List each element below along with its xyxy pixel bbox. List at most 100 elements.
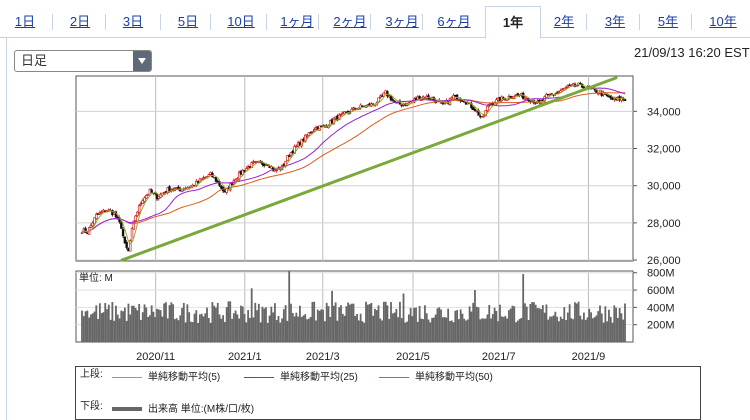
volume-bar bbox=[277, 315, 280, 342]
volume-bar bbox=[184, 322, 187, 342]
volume-bar bbox=[311, 302, 314, 342]
volume-bar bbox=[204, 313, 207, 342]
volume-bar bbox=[243, 314, 246, 342]
volume-bar bbox=[216, 302, 219, 342]
volume-bar bbox=[561, 318, 564, 342]
volume-bar bbox=[475, 306, 478, 342]
tab-5[interactable]: 10日 bbox=[227, 14, 255, 29]
tab-10[interactable]: 1年 bbox=[485, 6, 541, 39]
tab-separator bbox=[586, 14, 587, 30]
ma5-swatch bbox=[112, 376, 142, 378]
candle-body bbox=[102, 209, 105, 212]
volume-bar bbox=[156, 308, 158, 342]
volume-bar bbox=[525, 306, 528, 342]
volume-bar bbox=[386, 305, 389, 342]
volume-bar bbox=[329, 316, 332, 342]
candle-body bbox=[125, 241, 128, 248]
volume-bar bbox=[608, 309, 610, 342]
tab-8[interactable]: 3ヶ月 bbox=[385, 14, 419, 29]
tab-11[interactable]: 2年 bbox=[553, 14, 575, 29]
volume-bar bbox=[588, 308, 591, 342]
candle-body bbox=[304, 134, 307, 142]
volume-bar bbox=[331, 290, 333, 342]
candle-body bbox=[309, 132, 312, 134]
legend-ma25-label: 単純移動平均(25) bbox=[280, 372, 358, 383]
volume-bar bbox=[463, 318, 466, 342]
volume-bar bbox=[575, 303, 578, 342]
volume-bar bbox=[91, 313, 94, 342]
tab-13[interactable]: 5年 bbox=[657, 14, 679, 29]
candle-body bbox=[486, 105, 489, 111]
volume-bar bbox=[507, 310, 510, 342]
candle-body bbox=[98, 212, 102, 215]
tab-1[interactable]: 1日 bbox=[14, 14, 36, 29]
volume-bar bbox=[538, 308, 541, 342]
chevron-down-icon[interactable] bbox=[133, 51, 151, 71]
volume-bar bbox=[191, 322, 194, 342]
volume-bar bbox=[370, 302, 373, 342]
volume-bar bbox=[509, 308, 512, 342]
volume-bar bbox=[395, 308, 398, 342]
tab-12[interactable]: 3年 bbox=[604, 14, 626, 29]
candle-body bbox=[373, 105, 377, 107]
tab-2[interactable]: 2日 bbox=[69, 14, 91, 29]
tab-separator bbox=[370, 14, 371, 30]
tab-9[interactable]: 6ヶ月 bbox=[437, 14, 471, 29]
volume-unit-label: 単位: M bbox=[79, 271, 113, 284]
volume-bar bbox=[491, 314, 494, 342]
volume-bar bbox=[393, 312, 396, 342]
volume-bar bbox=[338, 307, 341, 342]
volume-bar bbox=[193, 313, 196, 342]
tab-3[interactable]: 3日 bbox=[122, 14, 144, 29]
volume-bar bbox=[227, 301, 230, 342]
volume-bar bbox=[254, 302, 257, 342]
volume-bar bbox=[488, 304, 491, 342]
volume-bar bbox=[222, 315, 225, 342]
volume-bar bbox=[566, 312, 569, 342]
volume-bar bbox=[315, 320, 317, 342]
volume-bar bbox=[581, 319, 584, 342]
tab-6[interactable]: 1ヶ月 bbox=[280, 14, 314, 29]
volume-bar bbox=[584, 319, 587, 342]
volume-bar bbox=[574, 302, 576, 342]
volume-bar bbox=[590, 312, 592, 342]
candle-body bbox=[141, 200, 144, 204]
volume-bar bbox=[402, 293, 405, 342]
volume-bar bbox=[591, 318, 594, 342]
legend-upper-label: 上段: bbox=[80, 369, 103, 380]
volume-bar bbox=[606, 321, 609, 342]
volume-bar bbox=[502, 317, 505, 342]
volume-bar bbox=[177, 320, 180, 342]
tab-7[interactable]: 2ヶ月 bbox=[333, 14, 367, 29]
candle-body bbox=[391, 99, 394, 101]
period-select[interactable]: 日足 bbox=[14, 50, 152, 72]
tab-4[interactable]: 5日 bbox=[177, 14, 199, 29]
volume-bar bbox=[550, 316, 553, 342]
legend-ma50-label: 単純移動平均(50) bbox=[415, 372, 493, 383]
volume-bar bbox=[377, 305, 380, 342]
volume-bar bbox=[449, 320, 451, 342]
volume-bar bbox=[533, 302, 535, 342]
volume-bar bbox=[577, 301, 580, 342]
volume-bar bbox=[382, 301, 385, 342]
volume-bar bbox=[372, 315, 375, 342]
volume-bar bbox=[416, 321, 419, 342]
volume-bar bbox=[316, 309, 319, 342]
volume-bar bbox=[520, 317, 523, 342]
volume-bar bbox=[247, 310, 250, 342]
candle-body bbox=[100, 211, 103, 214]
volume-bar bbox=[115, 305, 117, 342]
volume-bar bbox=[145, 307, 148, 342]
volume-bar bbox=[215, 307, 217, 342]
candle-body bbox=[229, 182, 232, 191]
volume-bar bbox=[322, 309, 325, 342]
volume-bar bbox=[218, 314, 221, 342]
volume-bar bbox=[406, 321, 408, 342]
volume-bar bbox=[166, 318, 169, 342]
candle-body bbox=[473, 109, 477, 112]
volume-bar bbox=[597, 311, 600, 342]
tab-14[interactable]: 10年 bbox=[709, 14, 737, 29]
tab-separator bbox=[105, 14, 106, 30]
volume-bar bbox=[399, 301, 401, 342]
volume-bar bbox=[529, 303, 532, 342]
